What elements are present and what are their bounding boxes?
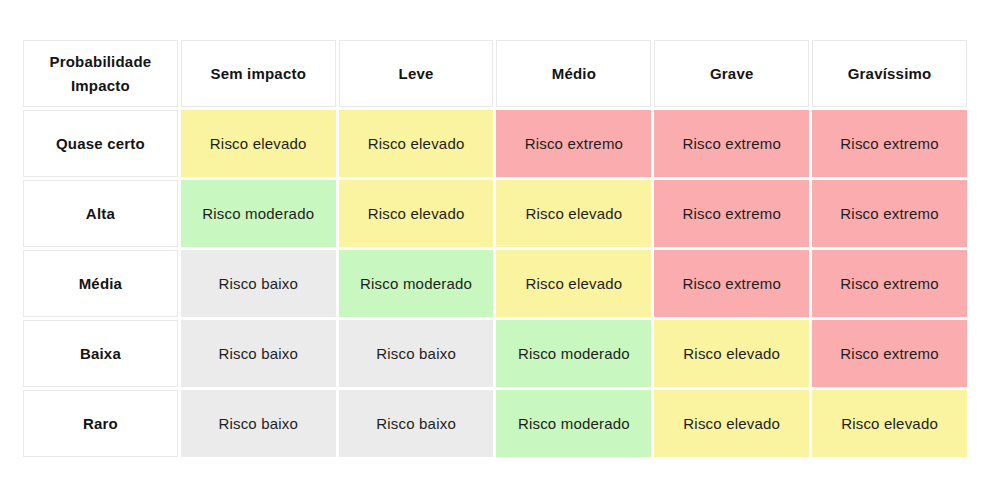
risk-cell-extremo: Risco extremo [654,250,809,317]
matrix-row-quase-certo: Quase certoRisco elevadoRisco elevadoRis… [23,110,967,177]
risk-cell-moderado: Risco moderado [496,320,651,387]
risk-cell-elevado: Risco elevado [339,180,494,247]
column-header-grave: Grave [654,40,809,107]
risk-cell-extremo: Risco extremo [812,110,967,177]
risk-cell-baixo: Risco baixo [181,390,336,457]
risk-cell-elevado: Risco elevado [181,110,336,177]
risk-cell-extremo: Risco extremo [654,180,809,247]
row-label-alta: Alta [23,180,178,247]
risk-cell-extremo: Risco extremo [812,320,967,387]
risk-cell-baixo: Risco baixo [181,320,336,387]
matrix-row-alta: AltaRisco moderadoRisco elevadoRisco ele… [23,180,967,247]
row-label-media: Média [23,250,178,317]
risk-cell-baixo: Risco baixo [339,390,494,457]
risk-cell-baixo: Risco baixo [181,250,336,317]
impact-axis-label: Impacto [30,74,171,97]
risk-cell-moderado: Risco moderado [339,250,494,317]
risk-cell-elevado: Risco elevado [496,250,651,317]
matrix-row-media: MédiaRisco baixoRisco moderadoRisco elev… [23,250,967,317]
risk-cell-moderado: Risco moderado [181,180,336,247]
column-header-gravissimo: Gravíssimo [812,40,967,107]
risk-cell-elevado: Risco elevado [339,110,494,177]
risk-cell-elevado: Risco elevado [812,390,967,457]
header-row: Probabilidade Impacto Sem impactoLeveMéd… [23,40,967,107]
matrix-body: Quase certoRisco elevadoRisco elevadoRis… [23,110,967,457]
risk-cell-extremo: Risco extremo [812,180,967,247]
probability-axis-label: Probabilidade [30,50,171,73]
risk-cell-moderado: Risco moderado [496,390,651,457]
risk-cell-extremo: Risco extremo [812,250,967,317]
risk-matrix-table: Probabilidade Impacto Sem impactoLeveMéd… [20,37,970,460]
risk-cell-elevado: Risco elevado [654,320,809,387]
risk-cell-extremo: Risco extremo [654,110,809,177]
row-label-baixa: Baixa [23,320,178,387]
column-header-medio: Médio [496,40,651,107]
column-header-leve: Leve [339,40,494,107]
risk-cell-elevado: Risco elevado [654,390,809,457]
risk-cell-elevado: Risco elevado [496,180,651,247]
corner-cell: Probabilidade Impacto [23,40,178,107]
row-label-quase-certo: Quase certo [23,110,178,177]
row-label-raro: Raro [23,390,178,457]
matrix-row-raro: RaroRisco baixoRisco baixoRisco moderado… [23,390,967,457]
matrix-row-baixa: BaixaRisco baixoRisco baixoRisco moderad… [23,320,967,387]
risk-cell-extremo: Risco extremo [496,110,651,177]
column-header-sem-impacto: Sem impacto [181,40,336,107]
risk-cell-baixo: Risco baixo [339,320,494,387]
risk-matrix-page: Probabilidade Impacto Sem impactoLeveMéd… [0,0,1000,500]
